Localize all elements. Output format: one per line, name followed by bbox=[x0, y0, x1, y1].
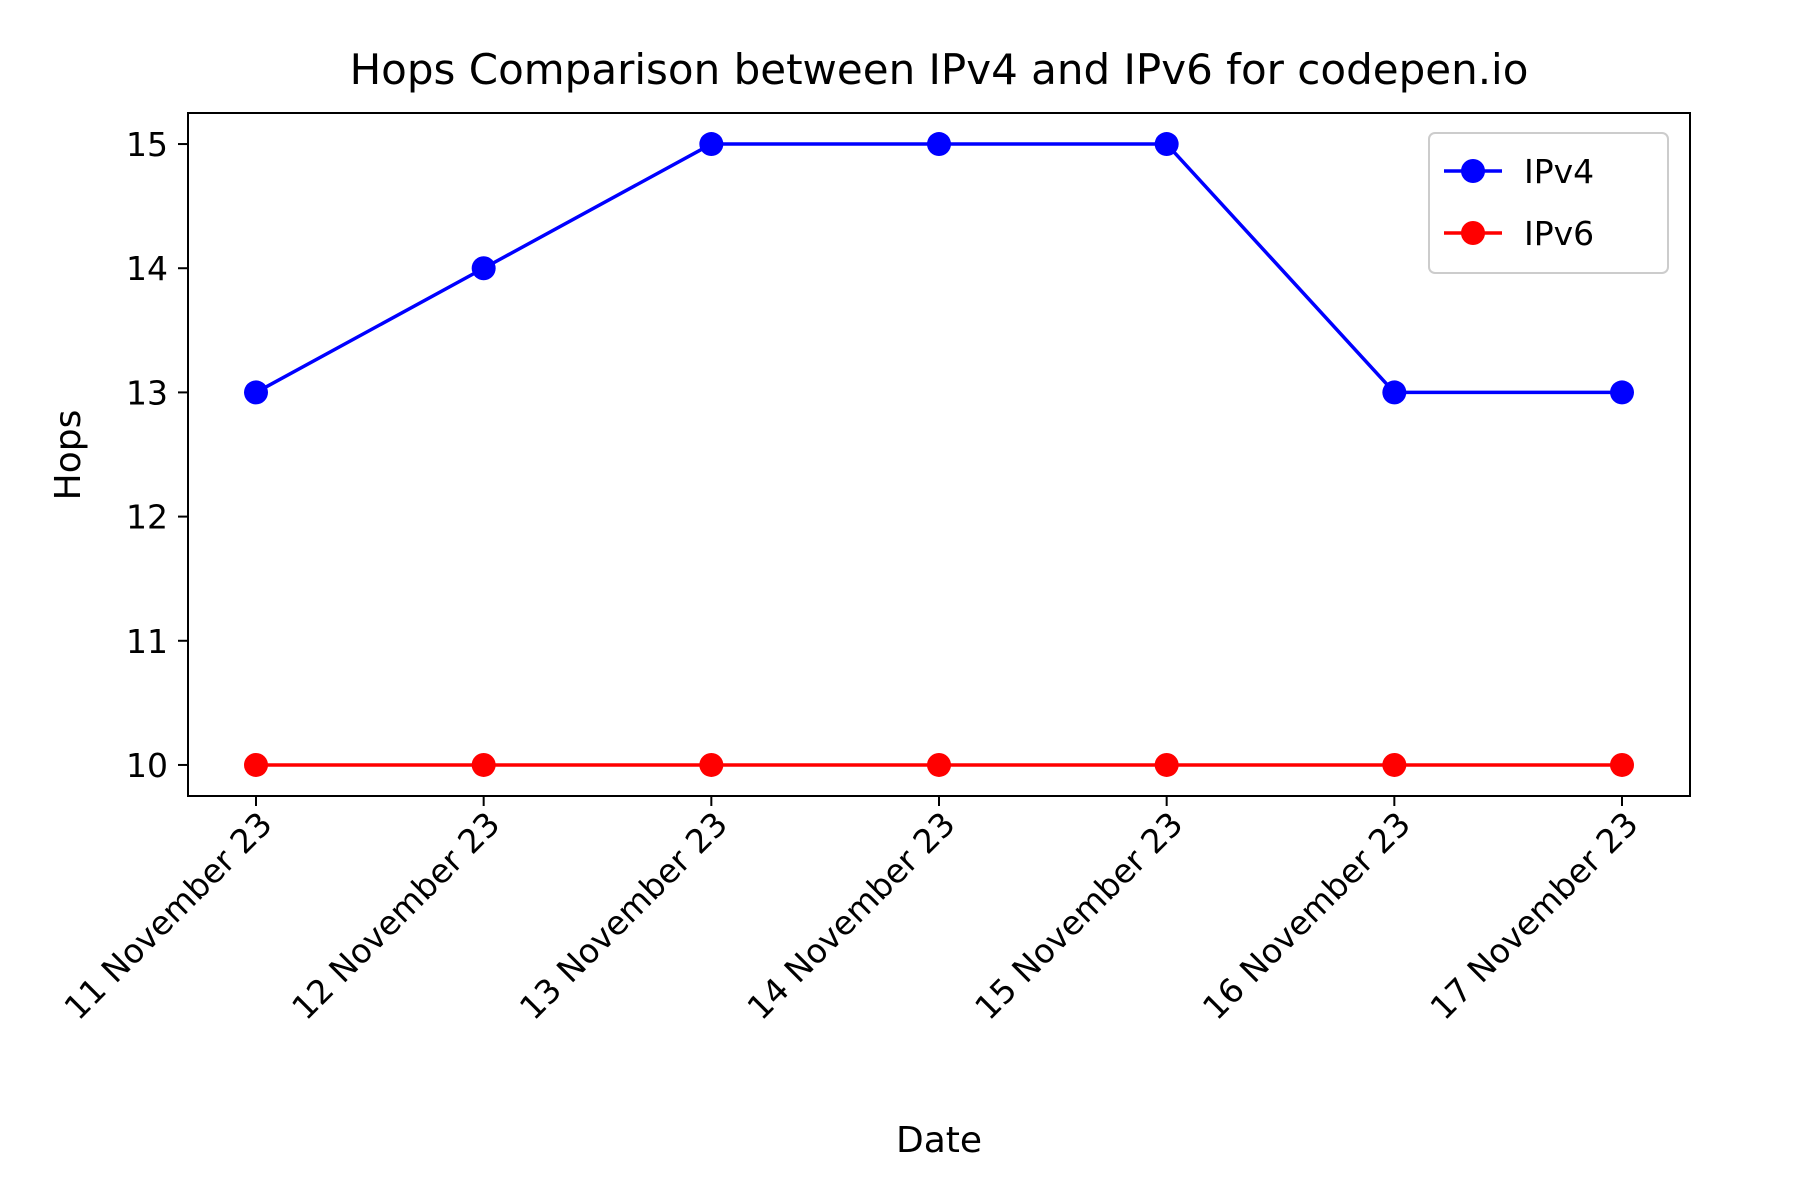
y-tick-label-1: 11 bbox=[126, 622, 168, 661]
chart-title: Hops Comparison between IPv4 and IPv6 fo… bbox=[350, 45, 1529, 94]
legend-label-ipv6: IPv6 bbox=[1524, 214, 1594, 253]
series-line-ipv4 bbox=[255, 142, 1622, 395]
x-tick-label-3: 14 November 23 bbox=[739, 804, 962, 1027]
legend: IPv4 IPv6 bbox=[1428, 132, 1669, 274]
point-ipv6-1 bbox=[471, 752, 496, 777]
point-ipv4-6 bbox=[1610, 380, 1634, 405]
y-tick-label-4: 14 bbox=[126, 249, 168, 288]
y-tick-label-3: 13 bbox=[126, 373, 168, 412]
x-tick-label-1: 12 November 23 bbox=[284, 804, 507, 1027]
series-layer bbox=[244, 132, 1634, 777]
x-tick-label-5: 16 November 23 bbox=[1195, 804, 1418, 1027]
y-tick-label-2: 12 bbox=[126, 498, 168, 537]
point-ipv6-4 bbox=[1154, 752, 1179, 777]
x-tick-label-4: 15 November 23 bbox=[967, 804, 1190, 1027]
legend-marker-ipv4 bbox=[1461, 159, 1485, 183]
point-ipv4-0 bbox=[244, 380, 268, 405]
legend-box bbox=[1428, 132, 1669, 274]
x-tick-label-2: 13 November 23 bbox=[512, 804, 735, 1027]
y-axis: 10 11 12 13 14 15 bbox=[126, 125, 188, 785]
x-axis: 11 November 23 12 November 23 13 November … bbox=[56, 796, 1646, 1027]
point-ipv6-2 bbox=[699, 752, 724, 777]
x-tick-label-0: 11 November 23 bbox=[56, 804, 279, 1027]
y-tick-label-0: 10 bbox=[126, 746, 168, 785]
legend-marker-ipv6 bbox=[1461, 221, 1485, 245]
point-ipv6-0 bbox=[244, 752, 268, 777]
y-axis-label: Hops bbox=[48, 410, 89, 501]
y-tick-label-5: 15 bbox=[126, 125, 168, 164]
point-ipv4-1 bbox=[471, 256, 496, 281]
x-axis-label: Date bbox=[896, 1120, 982, 1161]
point-ipv4-4 bbox=[1154, 132, 1179, 157]
point-ipv6-5 bbox=[1382, 752, 1407, 777]
legend-label-ipv4: IPv4 bbox=[1524, 152, 1594, 191]
point-ipv6-3 bbox=[927, 752, 951, 777]
point-ipv4-2 bbox=[699, 132, 724, 157]
point-ipv6-6 bbox=[1610, 752, 1634, 777]
x-tick-label-6: 17 November 23 bbox=[1422, 804, 1645, 1027]
point-ipv4-5 bbox=[1382, 380, 1407, 405]
point-ipv4-3 bbox=[927, 132, 951, 157]
